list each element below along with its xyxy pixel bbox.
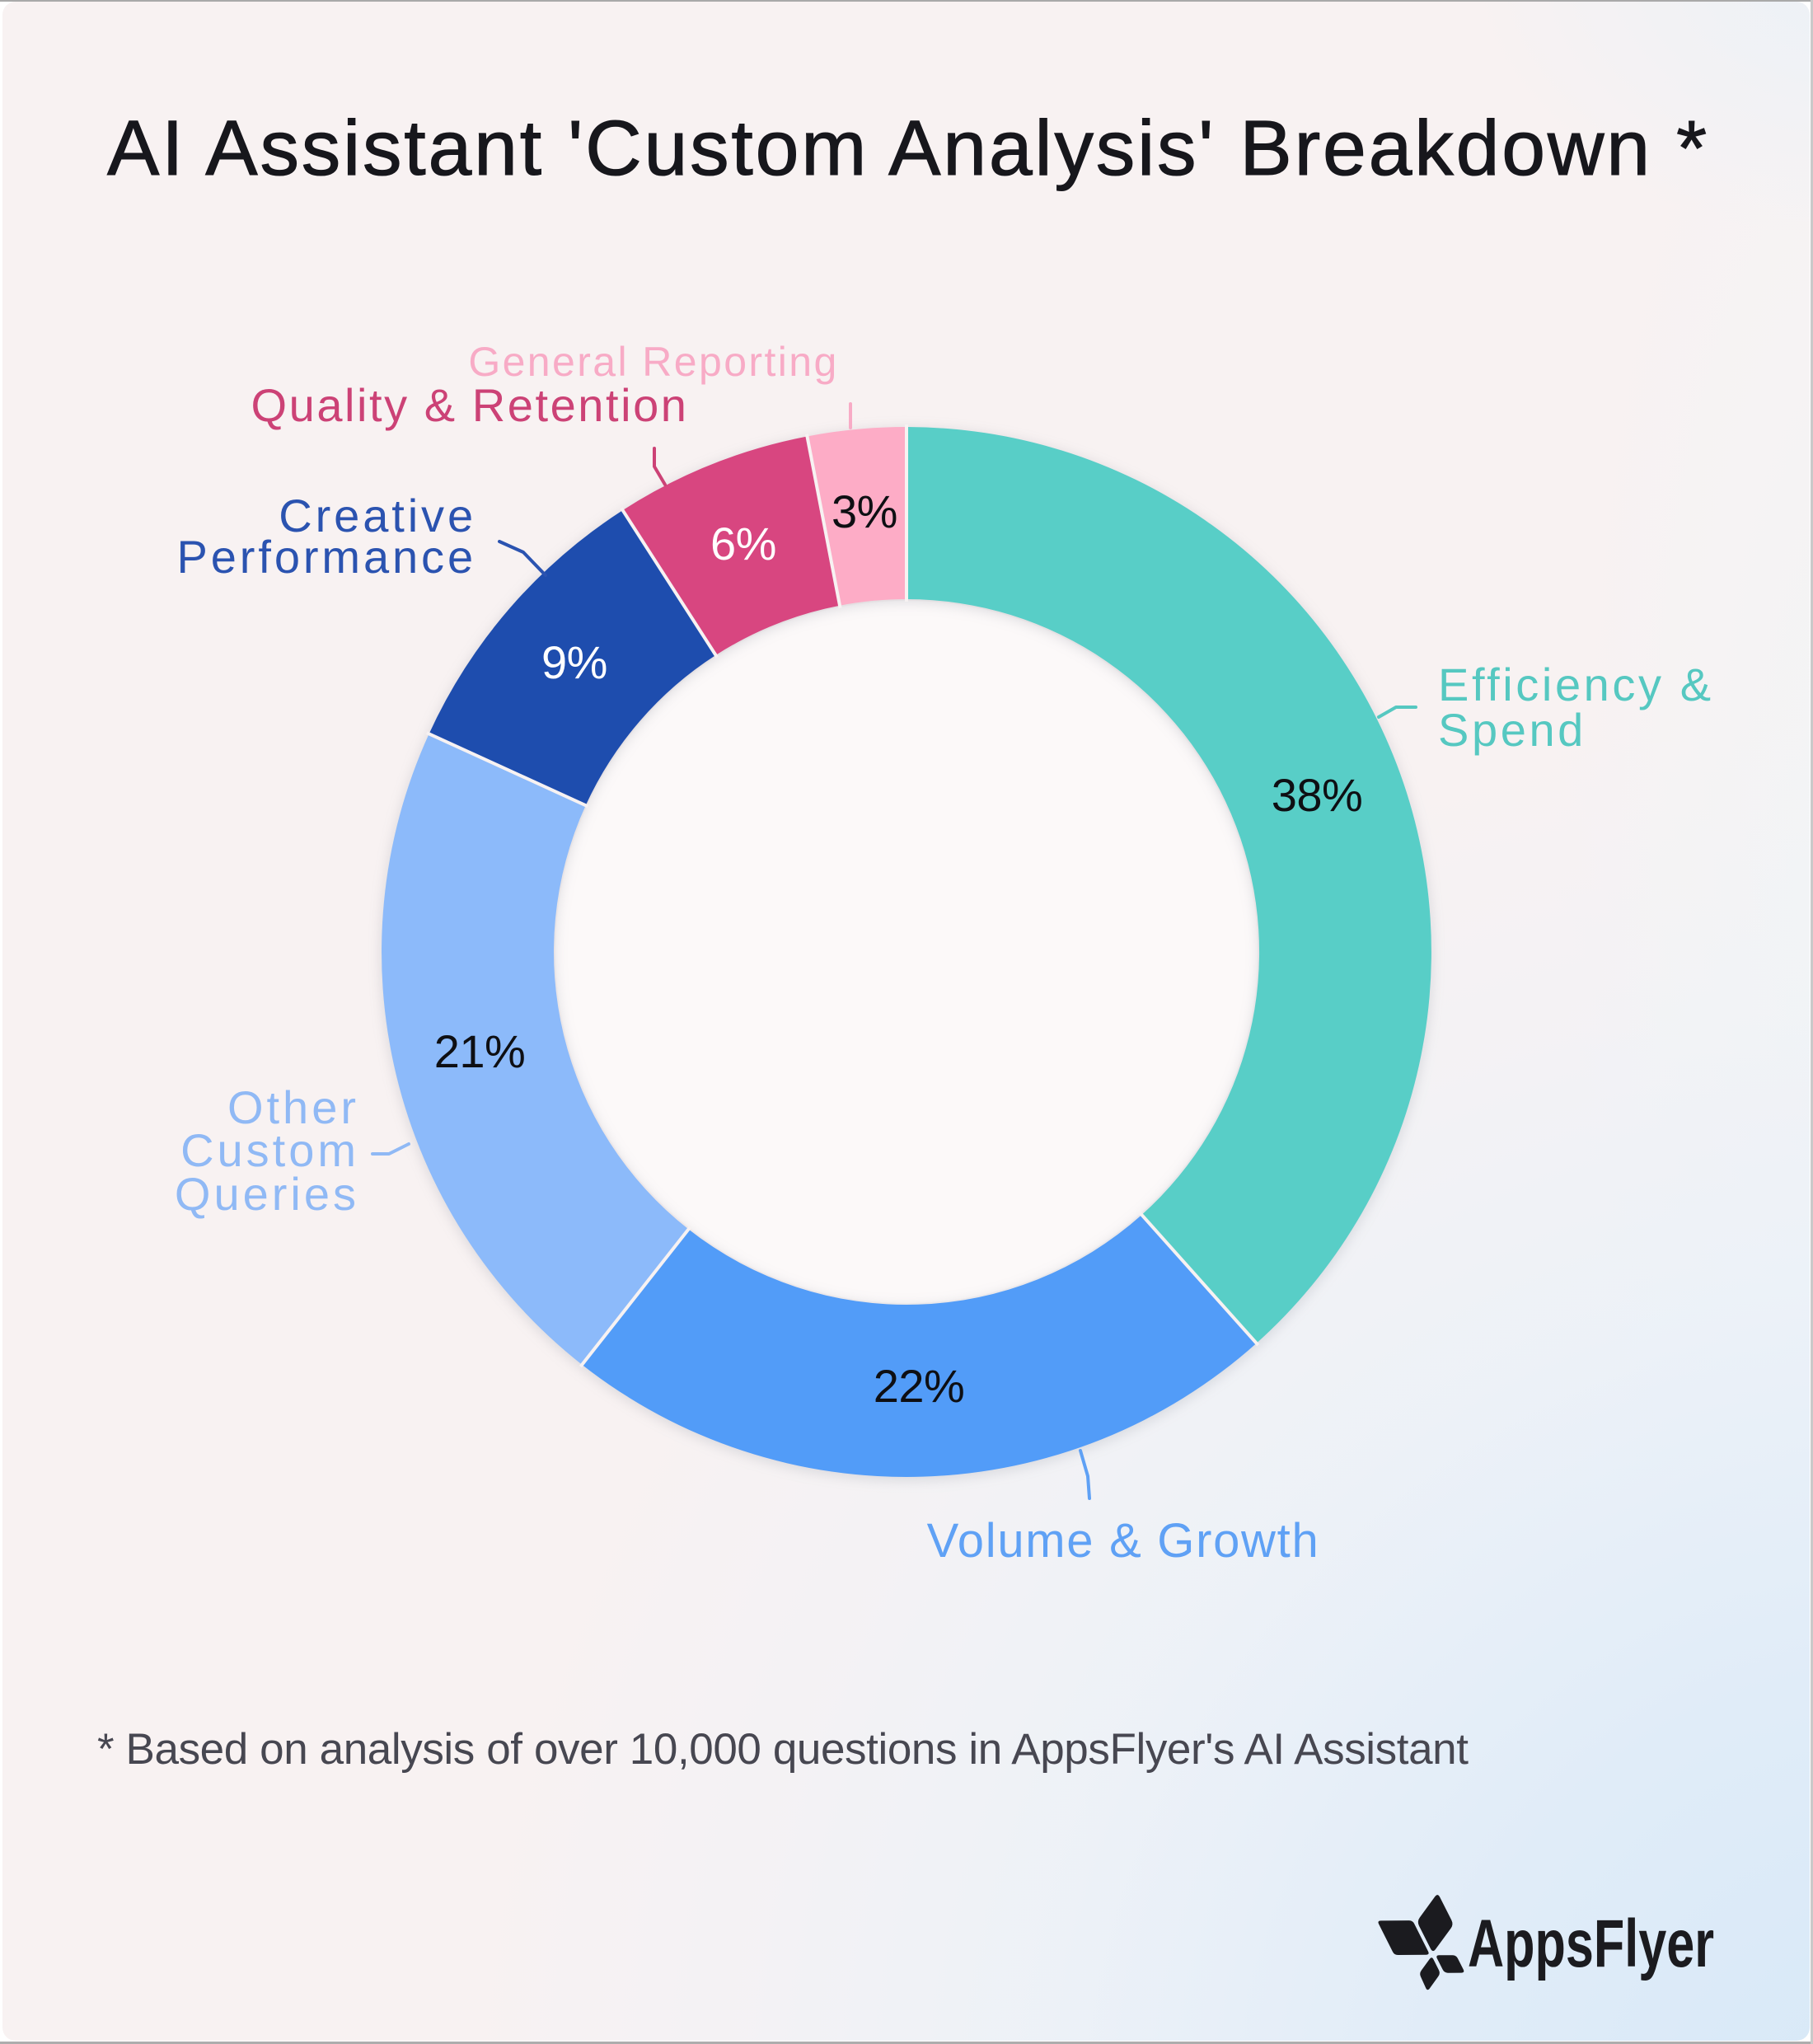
svg-text:Other: Other	[227, 1081, 359, 1133]
svg-text:Creative: Creative	[279, 490, 476, 541]
svg-text:General Reporting: General Reporting	[468, 339, 838, 385]
svg-text:Efficiency &: Efficiency &	[1438, 659, 1714, 710]
svg-text:Performance: Performance	[177, 531, 476, 583]
svg-text:6%: 6%	[710, 518, 776, 570]
svg-text:Spend: Spend	[1438, 704, 1586, 756]
svg-text:AppsFlyer: AppsFlyer	[1468, 1906, 1714, 1981]
svg-text:3%: 3%	[832, 485, 897, 537]
svg-text:9%: 9%	[541, 636, 607, 688]
svg-text:Custom: Custom	[180, 1124, 359, 1176]
svg-text:21%: 21%	[434, 1025, 526, 1077]
svg-text:38%: 38%	[1272, 769, 1363, 821]
svg-text:Volume & Growth: Volume & Growth	[927, 1514, 1320, 1568]
svg-text:Queries: Queries	[175, 1168, 359, 1220]
svg-text:Quality & Retention: Quality & Retention	[251, 379, 689, 431]
svg-text:22%: 22%	[874, 1360, 965, 1412]
